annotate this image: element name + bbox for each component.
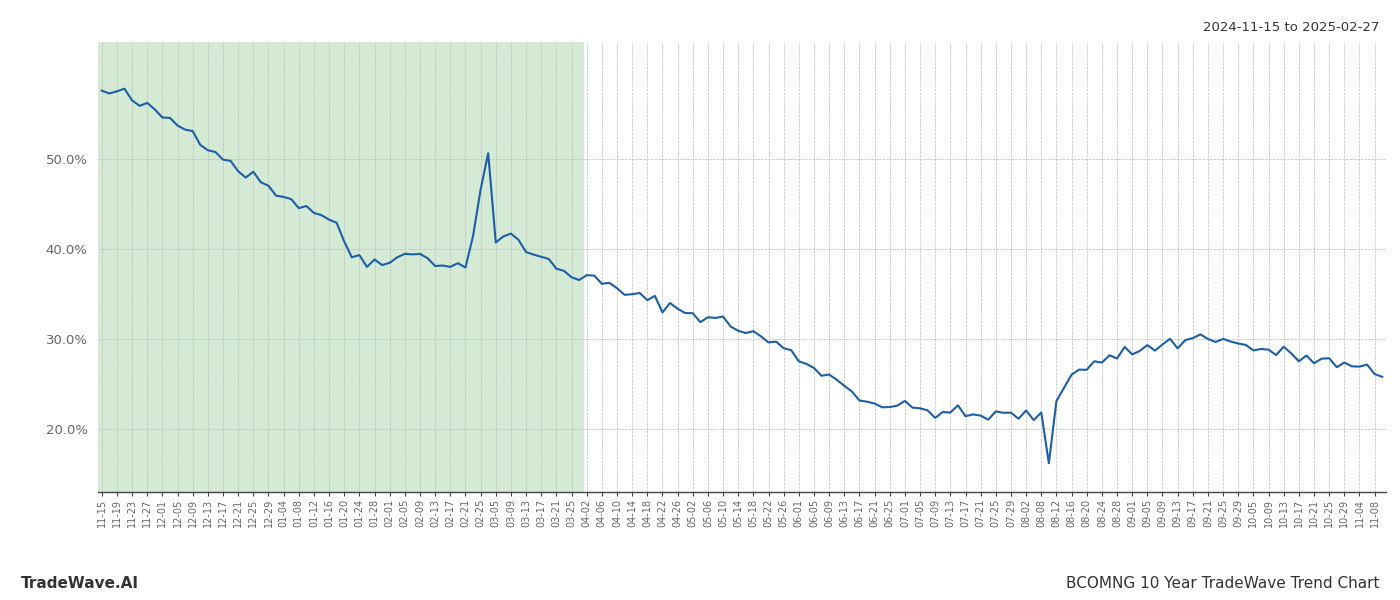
Text: BCOMNG 10 Year TradeWave Trend Chart: BCOMNG 10 Year TradeWave Trend Chart [1065, 576, 1379, 591]
Bar [98, 42, 582, 492]
Text: TradeWave.AI: TradeWave.AI [21, 576, 139, 591]
Text: 2024-11-15 to 2025-02-27: 2024-11-15 to 2025-02-27 [1203, 21, 1379, 34]
